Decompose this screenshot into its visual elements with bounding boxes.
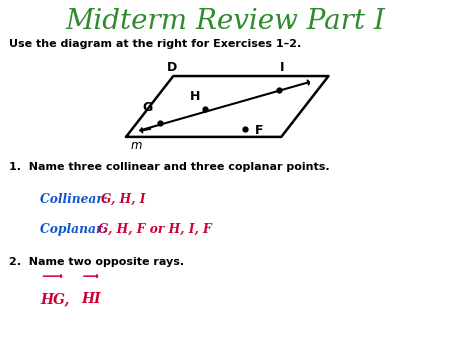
Text: F: F	[255, 124, 264, 137]
Text: G: G	[143, 101, 153, 114]
Text: H: H	[190, 91, 200, 103]
Text: D: D	[167, 61, 177, 74]
Text: G, H, F or H, I, F: G, H, F or H, I, F	[98, 223, 212, 236]
Text: Use the diagram at the right for Exercises 1–2.: Use the diagram at the right for Exercis…	[9, 39, 301, 49]
Text: 1.  Name three collinear and three coplanar points.: 1. Name three collinear and three coplan…	[9, 162, 329, 172]
Text: Collinear:: Collinear:	[40, 193, 112, 206]
Text: m: m	[130, 139, 142, 152]
Text: HG,: HG,	[40, 292, 70, 306]
Text: Midterm Review Part I: Midterm Review Part I	[65, 8, 385, 35]
Text: I: I	[280, 62, 285, 74]
Text: 2.  Name two opposite rays.: 2. Name two opposite rays.	[9, 257, 184, 267]
Text: HI: HI	[81, 292, 101, 306]
Text: G, H, I: G, H, I	[101, 193, 146, 206]
Text: Coplanar:: Coplanar:	[40, 223, 112, 236]
